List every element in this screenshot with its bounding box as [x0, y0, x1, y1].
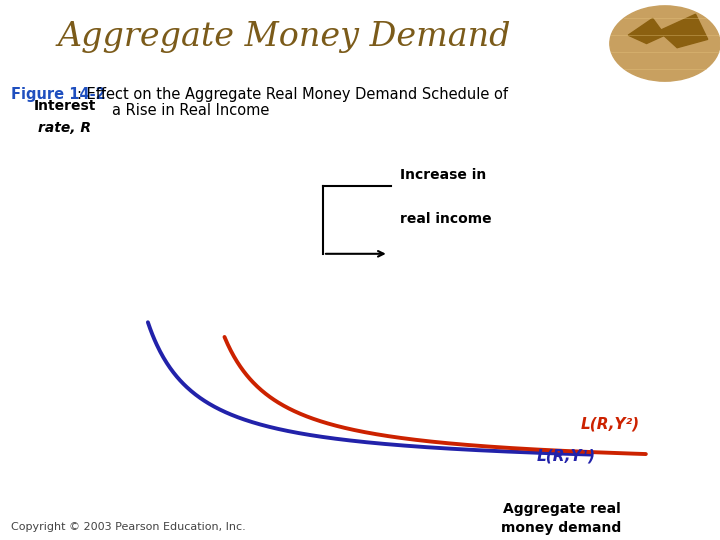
Text: real income: real income [400, 212, 491, 226]
Text: Increase in: Increase in [400, 168, 486, 182]
Text: Interest: Interest [34, 99, 96, 113]
Text: a Rise in Real Income: a Rise in Real Income [112, 103, 269, 118]
Text: rate, R: rate, R [38, 121, 91, 135]
Text: Aggregate real: Aggregate real [503, 502, 621, 516]
Text: : Effect on the Aggregate Real Money Demand Schedule of: : Effect on the Aggregate Real Money Dem… [77, 87, 508, 103]
Text: Aggregate Money Demand: Aggregate Money Demand [58, 22, 511, 53]
Text: money demand: money demand [501, 521, 622, 535]
Circle shape [610, 6, 720, 81]
Text: L(R,Y¹): L(R,Y¹) [536, 449, 595, 463]
Polygon shape [659, 14, 708, 48]
Text: L(R,Y²): L(R,Y²) [580, 416, 639, 431]
Polygon shape [628, 18, 665, 44]
Text: Copyright © 2003 Pearson Education, Inc.: Copyright © 2003 Pearson Education, Inc. [11, 522, 246, 532]
Text: Figure 14-2: Figure 14-2 [11, 87, 106, 103]
